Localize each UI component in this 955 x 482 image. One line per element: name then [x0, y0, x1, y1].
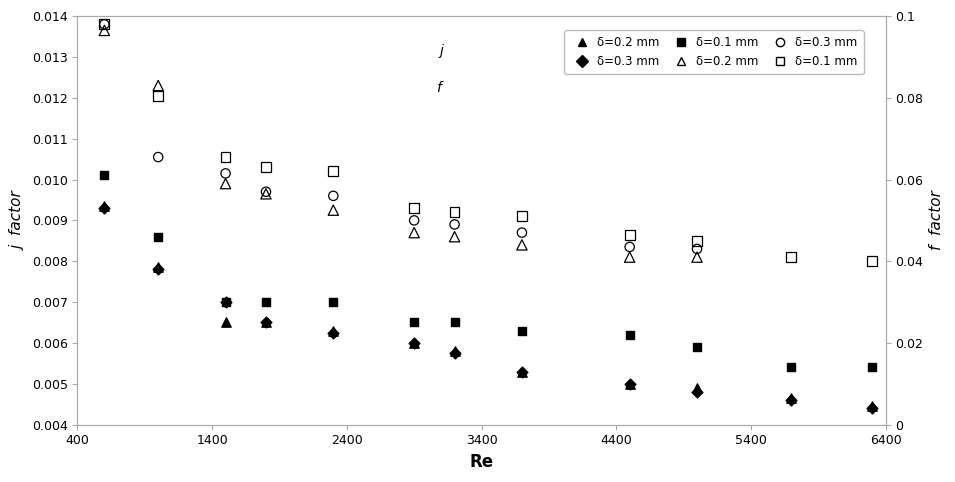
- Point: [96, 202, 112, 210]
- Point: [326, 329, 341, 336]
- Point: [622, 253, 637, 261]
- Point: [690, 245, 705, 253]
- Point: [407, 216, 422, 224]
- Point: [326, 206, 341, 214]
- Point: [515, 327, 530, 335]
- Point: [864, 402, 880, 410]
- Point: [690, 237, 705, 245]
- Point: [515, 241, 530, 249]
- Point: [784, 253, 799, 261]
- Point: [515, 368, 530, 375]
- Point: [407, 339, 422, 347]
- Point: [96, 27, 112, 34]
- Text: $j$: $j$: [437, 42, 445, 60]
- Point: [407, 229, 422, 237]
- Point: [864, 404, 880, 412]
- Point: [515, 213, 530, 220]
- Point: [218, 298, 233, 306]
- Point: [326, 192, 341, 200]
- Point: [622, 331, 637, 338]
- Point: [622, 231, 637, 239]
- Point: [259, 163, 274, 171]
- Point: [151, 264, 166, 271]
- Point: [515, 368, 530, 375]
- Point: [784, 394, 799, 402]
- Point: [690, 253, 705, 261]
- Point: [622, 380, 637, 388]
- Point: [151, 92, 166, 100]
- Point: [784, 396, 799, 404]
- Point: [259, 319, 274, 326]
- Point: [447, 319, 462, 326]
- Point: [96, 20, 112, 28]
- Point: [218, 298, 233, 306]
- Point: [96, 20, 112, 28]
- Point: [151, 266, 166, 273]
- Point: [784, 363, 799, 371]
- Point: [447, 221, 462, 228]
- Point: [864, 363, 880, 371]
- Point: [326, 327, 341, 335]
- Point: [259, 298, 274, 306]
- Point: [326, 298, 341, 306]
- Point: [96, 204, 112, 212]
- Point: [622, 243, 637, 251]
- Point: [151, 233, 166, 241]
- Legend: δ=0.2 mm, δ=0.3 mm, δ=0.1 mm, δ=0.2 mm, δ=0.3 mm, δ=0.1 mm: δ=0.2 mm, δ=0.3 mm, δ=0.1 mm, δ=0.2 mm, …: [564, 30, 863, 74]
- Y-axis label: j  factor: j factor: [11, 191, 26, 250]
- Point: [447, 349, 462, 357]
- Point: [407, 204, 422, 212]
- Point: [515, 229, 530, 237]
- Point: [447, 347, 462, 355]
- X-axis label: Re: Re: [470, 453, 494, 471]
- Point: [690, 384, 705, 392]
- Point: [151, 82, 166, 90]
- Point: [407, 339, 422, 347]
- Point: [259, 188, 274, 196]
- Point: [259, 190, 274, 198]
- Point: [407, 319, 422, 326]
- Point: [326, 167, 341, 175]
- Point: [96, 172, 112, 179]
- Point: [151, 153, 166, 161]
- Point: [218, 180, 233, 187]
- Point: [447, 208, 462, 216]
- Point: [447, 233, 462, 241]
- Point: [218, 170, 233, 177]
- Point: [690, 343, 705, 351]
- Point: [218, 153, 233, 161]
- Point: [218, 319, 233, 326]
- Point: [690, 388, 705, 396]
- Point: [864, 257, 880, 265]
- Point: [622, 380, 637, 388]
- Point: [259, 319, 274, 326]
- Y-axis label: f  factor: f factor: [929, 190, 944, 250]
- Text: $f$: $f$: [436, 80, 445, 95]
